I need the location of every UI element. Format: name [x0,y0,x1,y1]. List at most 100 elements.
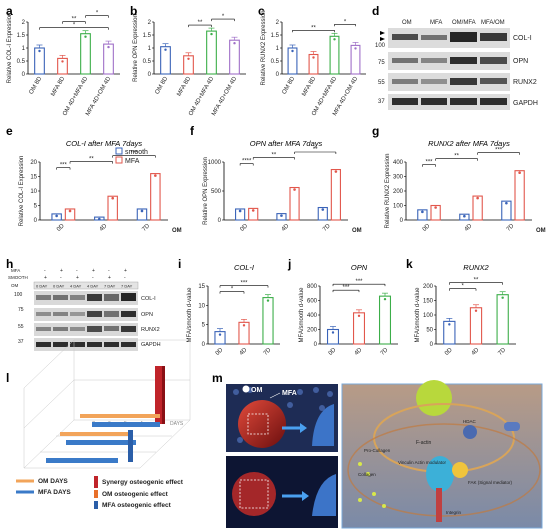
blot-d-lane-mfa-om: MFA/OM [481,20,505,26]
bar [417,209,428,221]
data-point [383,297,387,301]
y-tick-label: 400 [307,313,318,319]
panel-letter-h: h [6,257,13,271]
band [36,327,51,331]
y-tick-label: 20 [30,160,37,166]
x-tick-label: 4D [99,223,109,233]
legend-om-effect: OM osteogenic effect [102,491,169,498]
band [70,295,85,300]
bar [289,186,300,221]
chart-c: 0 0.5 1 1.5 2 Relative RUNX2 Expression OM 8D M… [261,10,366,117]
x-tick-label: MFA 8D [301,75,317,97]
sign: - [92,275,94,281]
bar [459,213,470,221]
y-axis-label: MFA/smooth d-value [415,287,421,343]
y-tick-label: 100 [423,313,434,319]
significance-label: ** [454,154,459,160]
band [87,342,102,347]
data-point [107,45,110,49]
band [104,311,119,317]
sign: + [44,275,47,281]
panel-l-schematic: 7 6 5 4 3 DAYS OM DAYS MFA DAYS Synergy … [16,339,191,509]
sign: - [124,275,126,281]
bar [472,195,483,221]
panel-letter-m: m [212,371,223,385]
bar [262,297,274,345]
x-tick-label: 7D [322,223,332,233]
blot-d-row-opn: OPN [513,58,528,65]
bar [51,213,62,221]
blot-h-marker-37: 37 [18,339,24,345]
y-axis-label: Relative RUNX2 Expression [261,10,267,85]
cone [287,402,293,408]
y-tick-label: 1 [276,46,280,52]
blot-d-lane-om-mfa: OM/MFA [452,20,476,26]
y-tick-label: 0.5 [271,59,280,65]
y-tick-label: 100 [393,204,404,210]
significance-label: ** [313,147,318,153]
band [450,98,477,105]
m-label-factin: F-actin [416,440,432,446]
band [36,342,51,347]
data-point [476,196,479,200]
y-tick-label: 10 [30,189,37,195]
band [121,311,136,317]
panel-letter-k: k [406,257,413,271]
blot-h-day-6: 7 DAY [121,284,133,289]
y-tick-label: 15 [198,284,205,290]
blot-d-lane-mfa: MFA [430,20,442,26]
blot-d-strip-opn [388,52,510,70]
legend-mfa-effect: MFA osteogenic effect [102,502,172,509]
x-tick-label: OM 4D+MFA 4D [62,75,89,117]
m-hdac [463,425,477,439]
significance-label: **** [242,159,252,165]
x-tick-label: OM 4D+MFA 4D [188,75,215,117]
grid-line [23,379,75,429]
y-tick-label: 1000 [208,160,222,166]
data-point [218,333,222,336]
band [392,58,418,63]
data-point [84,35,87,38]
y-axis-label: Relative OPN Expression [203,157,209,225]
significance-label: *** [240,281,248,287]
blot-d-row-col1: COL-I [513,35,532,42]
y-tick-label: 0.5 [17,59,26,65]
y-tick-label: 200 [393,189,404,195]
blot-d-lane-om: OM [402,20,412,26]
y-axis-label: MFA/smooth d-value [299,287,305,343]
data-point [210,32,213,36]
y-tick-label: 0 [276,72,280,78]
m-red-cell [238,400,286,448]
blot-h-row-runx2: RUNX2 [141,327,160,333]
legend-e: smooth MFA [115,147,148,165]
chart-title: RUNX2 [463,263,489,272]
bar [329,35,340,75]
l-bar-orange-mid [60,432,130,436]
y-tick-label: 0.5 [143,59,152,65]
blot-d-row-runx2: RUNX2 [513,79,537,86]
bar [496,294,509,345]
bar [103,43,114,75]
blot-h-day-3: 4 DAY [70,284,82,289]
significance-label: ** [198,20,203,26]
panel-l-grid [23,339,191,469]
band [480,33,507,41]
y-axis-label: MFA/smooth d-value [187,287,193,343]
band [480,78,507,84]
x-tick-label: 7D [506,223,516,233]
x-tick-label: OM 8D [282,75,297,95]
bar [378,295,392,345]
y-tick-label: 0 [400,218,404,224]
particle [358,498,362,502]
data-point [68,209,72,213]
x-tick-label: MFA 4D+OM 4D [85,75,112,117]
band [421,98,447,105]
data-point [266,299,270,302]
band [87,294,102,301]
data-point [251,209,255,212]
m-mfa-pointer [269,392,281,399]
y-tick-label: 0 [148,72,152,78]
m-label-om: OM [251,387,262,394]
blot-h-label-mfa: MFA [11,268,20,273]
panel-letter-j: j [287,257,291,271]
